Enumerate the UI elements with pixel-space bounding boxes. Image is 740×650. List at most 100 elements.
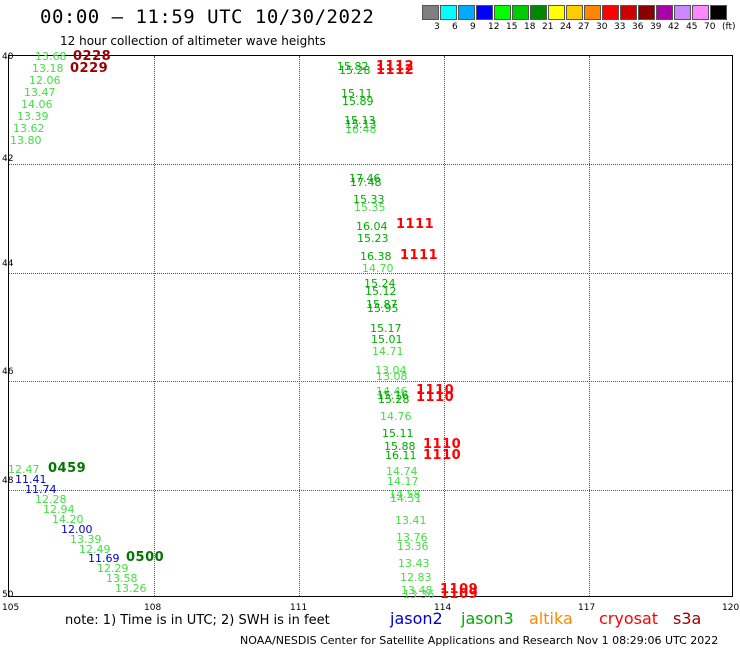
wave-height-value: 16.48 <box>345 123 377 136</box>
wave-height-value: 15.11 <box>341 87 373 100</box>
wave-height-value: 14.51 <box>390 492 422 505</box>
latitude-label: 48 <box>2 476 14 486</box>
wave-height-value: 11.74 <box>25 483 57 496</box>
pass-time-label: 1110 <box>416 390 455 405</box>
wave-height-value: 15.28 <box>378 393 410 406</box>
wave-height-value: 14.58 <box>389 488 421 501</box>
wave-height-value: 13.18 <box>32 62 64 75</box>
wave-height-value: 15.33 <box>353 193 385 206</box>
pass-time-label: 1109 <box>440 582 479 597</box>
longitude-label: 120 <box>722 603 740 613</box>
wave-height-value: 13.04 <box>375 364 407 377</box>
legend-satellite-jason2: jason2 <box>390 609 443 628</box>
color-scale-label: 42 <box>668 22 680 32</box>
wave-height-value: 13.76 <box>396 531 428 544</box>
wave-height-value: 14.20 <box>52 513 84 526</box>
pass-time-label: 1111 <box>396 217 435 232</box>
color-scale-label: 21 <box>542 22 554 32</box>
wave-height-value: 15.17 <box>370 322 402 335</box>
wave-height-value: 12.00 <box>61 523 93 536</box>
map-plot-area <box>8 55 733 597</box>
color-scale-label: 18 <box>524 22 536 32</box>
grid-line <box>9 381 732 383</box>
color-scale-label: (ft) <box>722 22 736 32</box>
wave-height-value: 13.80 <box>10 134 42 147</box>
color-scale-label: 39 <box>650 22 662 32</box>
longitude-label: 117 <box>578 603 596 613</box>
wave-height-value: 12.47 <box>8 463 40 476</box>
grid-line <box>9 489 732 491</box>
wave-height-value: 11.69 <box>88 552 120 565</box>
color-scale-label: 27 <box>578 22 590 32</box>
color-scale-bar <box>422 5 728 20</box>
color-swatch <box>494 5 511 20</box>
grid-line <box>9 164 732 166</box>
grid-line <box>299 56 300 596</box>
color-swatch <box>566 5 583 20</box>
grid-line <box>154 56 155 596</box>
longitude-label: 108 <box>144 603 162 613</box>
wave-height-value: 13.48 <box>401 584 433 597</box>
pass-time-label: 0229 <box>70 61 109 76</box>
wave-height-value: 15.88 <box>384 440 416 453</box>
color-swatch <box>458 5 475 20</box>
wave-height-value: 15.13 <box>344 114 376 127</box>
wave-height-value: 13.39 <box>17 110 49 123</box>
map-subtitle: 12 hour collection of altimeter wave hei… <box>60 34 326 48</box>
latitude-label: 42 <box>2 154 14 164</box>
wave-height-value: 15.35 <box>354 201 386 214</box>
grid-line <box>9 272 732 274</box>
wave-height-value: 13.36 <box>397 540 429 553</box>
pass-time-label: 1112 <box>376 59 415 74</box>
wave-height-value: 14.46 <box>376 385 408 398</box>
pass-time-label: 1110 <box>423 448 462 463</box>
legend-satellite-altika: altika <box>529 609 573 628</box>
wave-height-value: 13.62 <box>13 122 45 135</box>
wave-height-value: 13.26 <box>115 582 147 595</box>
wave-height-value: 15.11 <box>382 427 414 440</box>
wave-height-value: 12.06 <box>29 74 61 87</box>
wave-height-value: 12.28 <box>35 493 67 506</box>
latitude-label: 44 <box>2 259 14 269</box>
wave-height-value: 15.89 <box>342 95 374 108</box>
color-scale-label: 6 <box>452 22 458 32</box>
map-title: 00:00 – 11:59 UTC 10/30/2022 <box>40 6 375 28</box>
wave-height-value: 15.87 <box>366 298 398 311</box>
legend-satellite-cryosat: cryosat <box>599 609 659 628</box>
wave-height-value: 13.47 <box>24 86 56 99</box>
wave-height-value: 13.58 <box>106 572 138 585</box>
color-swatch <box>512 5 529 20</box>
wave-height-value: 16.38 <box>360 250 392 263</box>
wave-height-value: 13.43 <box>398 557 430 570</box>
wave-height-value: 12.83 <box>400 571 432 584</box>
wave-height-value: 14.17 <box>387 475 419 488</box>
legend-satellite-jason3: jason3 <box>461 609 514 628</box>
wave-height-value: 12.29 <box>97 562 129 575</box>
wave-height-value: 15.16 <box>377 389 409 402</box>
footer-credit: NOAA/NESDIS Center for Satellite Applica… <box>240 634 719 647</box>
wave-height-value: 13.68 <box>35 50 67 63</box>
color-swatch <box>620 5 637 20</box>
wave-height-value: 12.94 <box>43 503 75 516</box>
wave-height-value: 13.36 <box>403 588 435 601</box>
wave-height-value: 17.46 <box>349 172 381 185</box>
color-swatch <box>656 5 673 20</box>
latitude-label: 40 <box>2 52 14 62</box>
wave-height-value: 14.74 <box>386 465 418 478</box>
color-swatch <box>422 5 439 20</box>
wave-height-value: 17.48 <box>350 176 382 189</box>
pass-time-label: 1112 <box>376 63 415 78</box>
color-swatch <box>476 5 493 20</box>
color-scale-label: 12 <box>488 22 500 32</box>
wave-height-value: 15.23 <box>357 232 389 245</box>
color-swatch <box>638 5 655 20</box>
color-scale-label: 45 <box>686 22 698 32</box>
pass-time-label: 0228 <box>73 49 112 64</box>
wave-height-value: 16.11 <box>385 449 417 462</box>
color-swatch <box>692 5 709 20</box>
color-swatch <box>710 5 727 20</box>
wave-height-value: 13.08 <box>376 370 408 383</box>
wave-height-value: 15.12 <box>365 285 397 298</box>
wave-height-value: 14.71 <box>372 345 404 358</box>
latitude-label: 46 <box>2 367 14 377</box>
